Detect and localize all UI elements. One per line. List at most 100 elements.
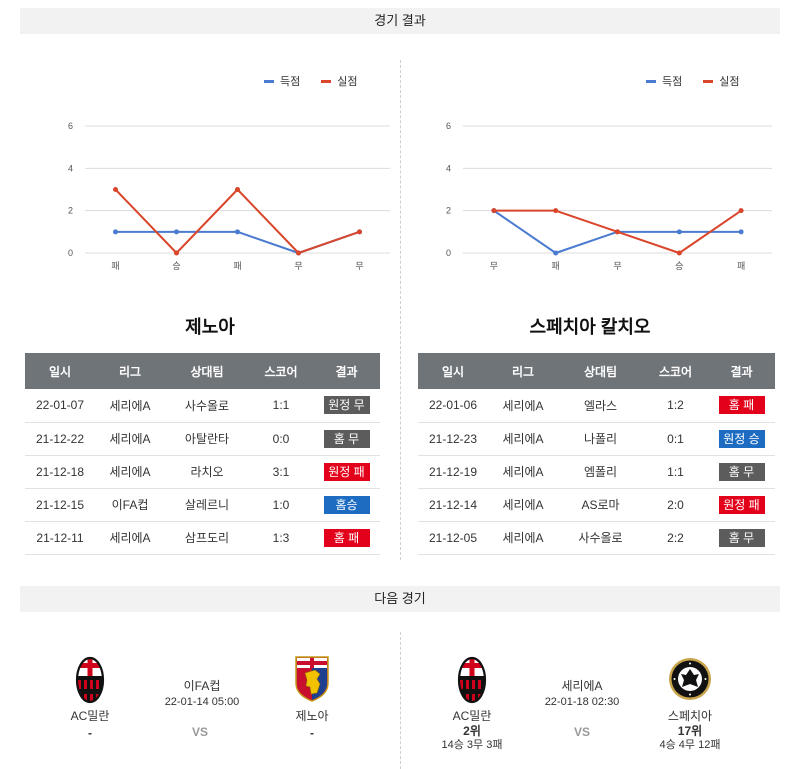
vs-label: VS [191, 725, 208, 739]
data-point-conceded [174, 250, 179, 256]
cell-league: 세리에A [488, 455, 558, 489]
cell-result: 원정 패 [708, 488, 775, 522]
x-tick-label: 무 [613, 261, 621, 271]
cell-score: 1:1 [643, 455, 708, 489]
home-team-rank: - [88, 726, 92, 740]
data-point-scored [676, 229, 682, 235]
ac-milan-crest-icon [457, 656, 487, 704]
data-point-scored [174, 229, 179, 235]
cell-league: 세리에A [488, 488, 558, 522]
x-tick-label: 패 [552, 261, 560, 271]
recent-results-table-genoa: 일시 리그 상대팀 스코어 결과 22-01-07 세리에A 사수올로 1:1 원정 무 21-1… [25, 353, 380, 555]
cell-league: 세리에A [95, 455, 165, 489]
next-match-section-title: 다음 경기 [374, 591, 426, 606]
away-team-name: 스페치아 [667, 709, 713, 723]
cell-opponent: 엠폴리 [558, 455, 643, 489]
cell-date: 21-12-14 [418, 488, 488, 522]
data-point-conceded [676, 250, 682, 256]
cell-result: 홈 패 [708, 389, 775, 423]
legend-label-conceded: 실점 [719, 76, 740, 88]
y-tick-label: 0 [446, 248, 451, 258]
cell-date: 21-12-15 [25, 488, 95, 522]
legend-swatch-conceded [703, 79, 714, 83]
cell-result: 홈 무 [708, 521, 775, 555]
cell-date: 22-01-06 [418, 389, 488, 423]
result-badge: 원정 승 [718, 429, 765, 448]
result-badge: 홈 패 [323, 528, 370, 547]
match-competition: 이FA컵 [183, 679, 221, 693]
cell-opponent: 엘라스 [558, 389, 643, 423]
cell-date: 21-12-19 [418, 455, 488, 489]
table-row: 22-01-07 세리에A 사수올로 1:1 원정 무 [25, 389, 380, 423]
recent-results-table-spezia: 일시 리그 상대팀 스코어 결과 22-01-06 세리에A 엘라스 1:2 홈 패 21-12-… [418, 353, 775, 555]
data-point-scored [553, 250, 559, 256]
away-team-rank: - [310, 726, 314, 740]
result-badge: 원정 패 [323, 462, 370, 481]
table-row: 22-01-06 세리에A 엘라스 1:2 홈 패 [418, 389, 775, 423]
y-tick-label: 6 [68, 121, 73, 131]
legend-item-scored: 득점 [646, 73, 682, 89]
cell-result: 원정 패 [313, 455, 380, 489]
column-header: 결과 [313, 353, 380, 389]
column-header: 일시 [25, 353, 95, 389]
data-point-conceded [296, 250, 301, 256]
cell-league: 세리에A [488, 521, 558, 555]
table-row: 21-12-22 세리에A 아탈란타 0:0 홈 무 [25, 422, 380, 456]
table-row: 21-12-14 세리에A AS로마 2:0 원정 패 [418, 488, 775, 522]
column-header: 리그 [95, 353, 165, 389]
cell-result: 홈 무 [708, 455, 775, 489]
table-row: 21-12-19 세리에A 엠폴리 1:1 홈 무 [418, 455, 775, 489]
away-team-rank: 17위 [677, 724, 703, 738]
cell-score: 1:1 [249, 389, 313, 423]
home-team-name: AC밀란 [452, 709, 492, 723]
legend-swatch-scored [264, 79, 274, 83]
cell-league: 이FA컵 [95, 488, 165, 522]
result-badge: 원정 패 [718, 495, 765, 514]
table-header-row: 일시 리그 상대팀 스코어 결과 [25, 353, 380, 389]
table-row: 21-12-05 세리에A 사수올로 2:2 홈 무 [418, 521, 775, 555]
legend-item-conceded: 실점 [703, 73, 740, 89]
result-badge: 원정 무 [323, 396, 370, 415]
y-tick-label: 2 [68, 206, 73, 216]
cell-date: 21-12-05 [418, 521, 488, 555]
cell-league: 세리에A [95, 422, 165, 456]
cell-result: 원정 무 [313, 389, 380, 423]
results-section-header: 경기 결과 [20, 8, 780, 34]
away-team-name: 제노아 [295, 709, 329, 723]
result-badge: 홈 무 [718, 462, 765, 481]
cell-score: 0:1 [643, 422, 708, 456]
x-tick-label: 무 [355, 261, 363, 271]
column-header: 리그 [488, 353, 558, 389]
team-title-spezia: 스페치아 칼치오 [529, 317, 651, 337]
cell-opponent: 살레르니 [165, 488, 249, 522]
data-point-conceded [553, 208, 559, 214]
match-datetime: 22-01-14 05:00 [164, 696, 240, 708]
spezia-crest-icon [669, 658, 711, 700]
table-row: 21-12-15 이FA컵 살레르니 1:0 홈승 [25, 488, 380, 522]
cell-league: 세리에A [95, 521, 165, 555]
chart-legend-genoa: 득점 실점 [264, 73, 379, 89]
cell-opponent: 삼프도리 [165, 521, 249, 555]
cell-score: 2:2 [643, 521, 708, 555]
home-team-name: AC밀란 [70, 709, 110, 723]
cell-opponent: 사수올로 [558, 521, 643, 555]
next-match-section-header: 다음 경기 [20, 586, 780, 612]
cell-date: 21-12-11 [25, 521, 95, 555]
data-point-conceded [357, 229, 362, 235]
data-point-conceded [113, 187, 118, 192]
cell-date: 21-12-18 [25, 455, 95, 489]
results-chart-genoa: 0 2 4 6 패 승 패 무 무 [68, 121, 390, 271]
result-badge: 홈 무 [323, 429, 370, 448]
x-tick-label: 무 [490, 261, 498, 271]
series-line-scored [115, 230, 360, 254]
cell-opponent: 라치오 [165, 455, 249, 489]
cell-date: 22-01-07 [25, 389, 95, 423]
cell-score: 1:0 [249, 488, 313, 522]
cell-score: 2:0 [643, 488, 708, 522]
column-header: 스코어 [643, 353, 708, 389]
x-tick-label: 승 [675, 261, 683, 271]
match-competition: 세리에A [561, 679, 603, 693]
data-point-scored [113, 229, 118, 235]
data-point-conceded [738, 208, 744, 214]
